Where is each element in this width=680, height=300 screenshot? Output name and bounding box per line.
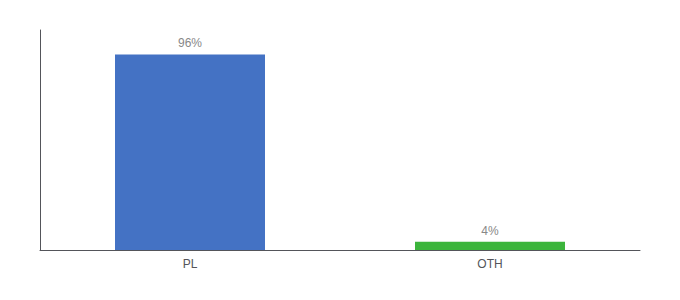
svg-text:4%: 4%	[481, 224, 499, 238]
svg-text:OTH: OTH	[477, 257, 502, 271]
svg-text:96%: 96%	[178, 36, 202, 50]
svg-text:PL: PL	[183, 257, 198, 271]
